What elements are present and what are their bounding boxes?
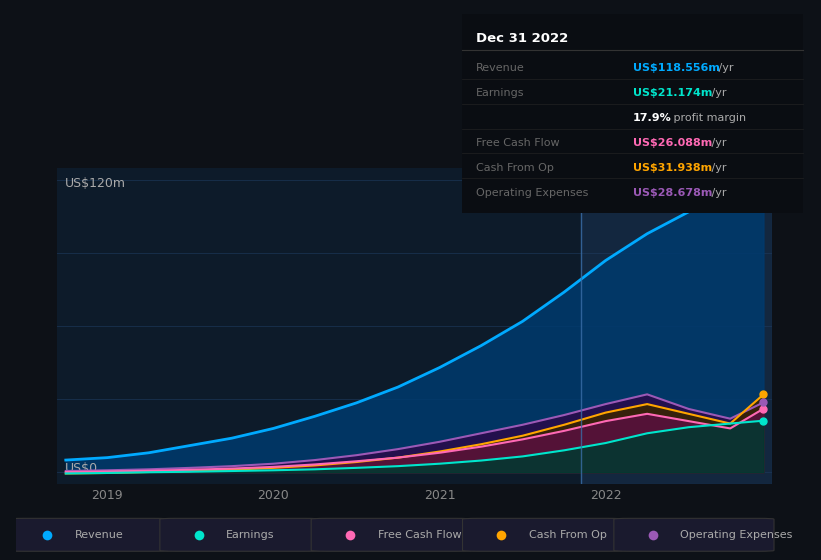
Text: Revenue: Revenue [75,530,124,540]
Text: Free Cash Flow: Free Cash Flow [378,530,461,540]
Text: /yr: /yr [715,63,733,73]
Text: US$28.678m: US$28.678m [632,188,712,198]
FancyBboxPatch shape [160,519,320,551]
Text: /yr: /yr [708,88,726,98]
Text: Dec 31 2022: Dec 31 2022 [476,32,568,45]
Text: US$31.938m: US$31.938m [632,163,712,173]
Text: Earnings: Earnings [476,88,525,98]
Text: US$118.556m: US$118.556m [632,63,719,73]
Text: profit margin: profit margin [670,113,746,123]
Text: Earnings: Earnings [227,530,275,540]
Text: Free Cash Flow: Free Cash Flow [476,138,559,148]
Text: Cash From Op: Cash From Op [529,530,607,540]
Text: Operating Expenses: Operating Expenses [681,530,792,540]
FancyBboxPatch shape [311,519,471,551]
FancyBboxPatch shape [462,519,622,551]
Text: US$26.088m: US$26.088m [632,138,712,148]
Text: US$0: US$0 [65,462,98,475]
Text: /yr: /yr [708,163,726,173]
Text: 17.9%: 17.9% [632,113,672,123]
Text: Cash From Op: Cash From Op [476,163,553,173]
Text: /yr: /yr [708,188,726,198]
FancyBboxPatch shape [8,519,168,551]
FancyBboxPatch shape [614,519,774,551]
Text: Operating Expenses: Operating Expenses [476,188,588,198]
Text: Revenue: Revenue [476,63,525,73]
Text: US$21.174m: US$21.174m [632,88,712,98]
Text: /yr: /yr [708,138,726,148]
Bar [580,168,772,484]
Text: US$120m: US$120m [65,178,126,190]
